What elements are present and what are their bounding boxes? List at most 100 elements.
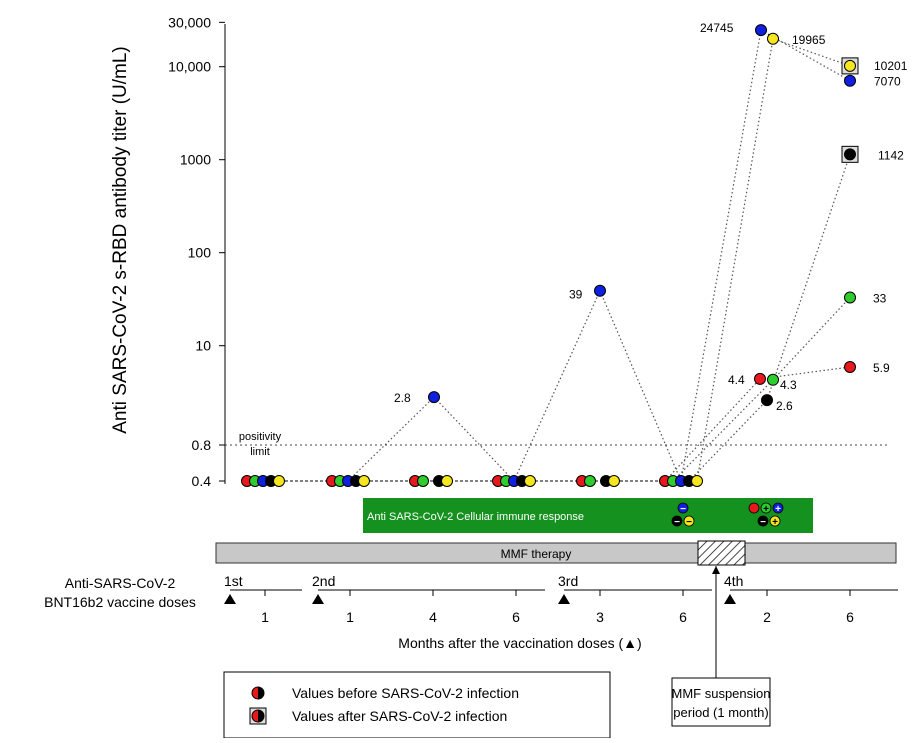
data-label: 4.3 [780, 378, 797, 392]
green-point [844, 291, 856, 304]
blue-point [755, 24, 767, 37]
data-label: 1142 [878, 148, 904, 162]
green-point [584, 475, 596, 487]
timeline-tick-label: 6 [846, 609, 854, 625]
red-point [844, 361, 856, 374]
suspension-label-line1: MMF suspension [672, 686, 771, 701]
dose-label: 4th [724, 573, 743, 589]
yellow-point [273, 475, 285, 487]
series-line-segment [672, 379, 774, 482]
yellow-point [358, 475, 370, 487]
green-point [767, 373, 779, 386]
cellular-sign: + [775, 504, 781, 515]
series-line-segment [696, 38, 774, 482]
suspension-label-line2: period (1 month) [673, 705, 768, 720]
vaccine-label-line2: BNT16b2 vaccine doses [44, 594, 196, 610]
timeline-tick-label: 2 [763, 609, 771, 625]
data-label: 19965 [792, 33, 826, 47]
timeline-tick-label: 3 [596, 609, 604, 625]
blue-point [428, 391, 440, 404]
data-label: 33 [873, 291, 887, 305]
data-label: 2.8 [394, 391, 411, 405]
series-line-segment [772, 38, 851, 67]
dose-label: 2nd [312, 573, 335, 589]
blue-point [594, 284, 606, 297]
y-tick-group: 0.4 0.8 10 100 1000 10,000 30,000 [168, 14, 225, 489]
mmf-therapy-label: MMF therapy [501, 547, 572, 561]
cellular-sign: + [763, 504, 769, 515]
dose-label: 1st [224, 573, 243, 589]
yellow-point [524, 475, 536, 487]
blue-point [844, 74, 856, 87]
dose-triangle [558, 594, 570, 604]
dose-triangle [312, 594, 324, 604]
mmf-suspension-hatch [697, 540, 746, 566]
cellular-blue-marker [772, 502, 784, 514]
x-axis-label: Months after the vaccination doses (▲) [398, 635, 641, 651]
suspension-box [671, 677, 771, 727]
y-tick-label: 10,000 [168, 59, 211, 75]
series-line-segment [599, 290, 682, 482]
red-point [754, 372, 766, 385]
series-line-segment [772, 297, 851, 381]
y-tick-label: 100 [188, 245, 212, 261]
series-line-segment [766, 154, 851, 401]
cellular-black-marker [671, 515, 683, 527]
series-line-segment [513, 290, 601, 482]
y-tick-label: 10 [195, 338, 211, 354]
series-lines [347, 29, 851, 482]
data-label: 24745 [700, 21, 734, 35]
series-line-segment [688, 399, 768, 482]
series-line-segment [664, 378, 761, 482]
green-point [417, 475, 429, 487]
dose-label: 3rd [558, 573, 578, 589]
cellular-sign: − [674, 517, 680, 528]
data-label: 39 [569, 288, 583, 302]
legend-before-icon [251, 686, 265, 700]
yellow-point [441, 475, 453, 487]
cellular-green-marker [760, 502, 772, 514]
legend-after-icon [249, 707, 267, 725]
cellular-blue-marker [677, 502, 689, 514]
black-point [761, 394, 773, 407]
limit-label: limit [250, 446, 270, 458]
yellow-point [608, 475, 620, 487]
timeline-tick-label: 1 [261, 609, 269, 625]
black-point [844, 148, 856, 161]
y-tick-label: 0.8 [192, 437, 212, 453]
legend-box [223, 671, 611, 739]
dose-triangle [224, 594, 236, 604]
yellow-point [767, 32, 779, 45]
cellular-sign: − [686, 517, 692, 528]
cellular-black-marker [757, 515, 769, 527]
cellular-sign: + [772, 517, 778, 528]
timeline-tick-label: 6 [512, 609, 520, 625]
data-label: 10201 [874, 59, 908, 73]
data-label: 2.6 [776, 399, 793, 413]
series-line-segment [680, 30, 762, 482]
dose-timeline: 1st 1 2nd 1 4 6 3rd 3 6 4th 2 6 [224, 573, 898, 625]
dose-triangle [724, 594, 736, 604]
yellow-point [691, 475, 703, 487]
data-label: 7070 [874, 75, 901, 89]
data-label: 5.9 [873, 361, 890, 375]
legend-after-label: Values after SARS-CoV-2 infection [292, 708, 507, 724]
vaccine-label-line1: Anti-SARS-CoV-2 [65, 575, 176, 591]
y-tick-label: 30,000 [168, 14, 211, 30]
cellular-yellow-marker [683, 515, 695, 527]
series-line-segment [347, 396, 435, 482]
y-tick-label: 0.4 [192, 473, 212, 489]
y-tick-label: 1000 [180, 152, 211, 168]
data-labels: 4.4 5.9 4.3 33 2.8 39 24745 7070 2.6 1142 19965 102… [394, 21, 908, 413]
legend-before-label: Values before SARS-CoV-2 infection [292, 685, 519, 701]
series-line-segment [759, 366, 851, 380]
cellular-response-bar [363, 498, 813, 533]
cellular-red-marker [748, 502, 760, 514]
timeline-tick-label: 6 [679, 609, 687, 625]
cellular-yellow-marker [769, 515, 781, 527]
y-axis-label: Anti SARS-CoV-2 s-RBD antibody titer (U/… [110, 46, 131, 434]
yellow-point [844, 59, 856, 72]
cellular-sign: − [760, 517, 766, 528]
